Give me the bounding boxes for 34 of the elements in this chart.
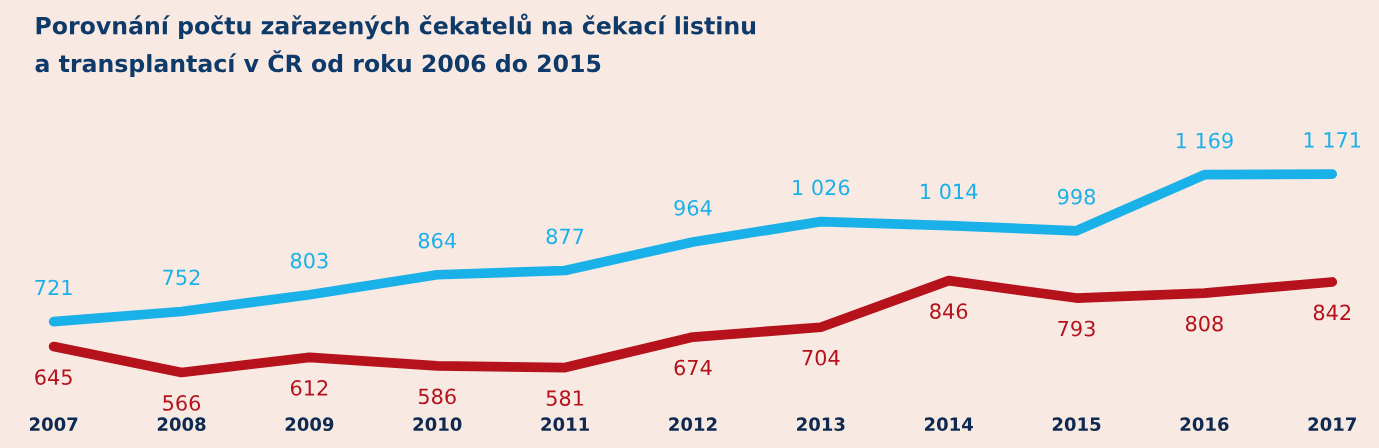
data-label: 721 xyxy=(35,279,72,296)
data-label: 1 171 xyxy=(1304,132,1361,148)
x-tick-label: 2010 xyxy=(413,417,462,431)
x-tick-label: 2008 xyxy=(157,417,206,431)
data-label: 803 xyxy=(290,252,328,269)
data-label: 793 xyxy=(1058,320,1095,337)
data-label: 1 014 xyxy=(921,183,978,200)
data-label: 808 xyxy=(1185,315,1223,332)
x-tick-label: 2016 xyxy=(1180,417,1229,431)
data-label: 645 xyxy=(35,369,72,385)
x-tick-label: 2012 xyxy=(669,417,717,431)
data-label: 612 xyxy=(290,379,328,396)
x-tick-label: 2017 xyxy=(1308,417,1356,431)
data-label: 964 xyxy=(674,199,712,216)
x-tick-label: 2013 xyxy=(797,417,845,431)
data-label: 846 xyxy=(930,303,968,320)
x-tick-label: 2009 xyxy=(285,417,334,431)
data-label: 842 xyxy=(1313,304,1351,321)
data-label: 586 xyxy=(418,388,456,405)
chart-title: Porovnání počtu zařazených čekatelů na čekací listinu a transplantací v ČR od roku 2006 do 2015 xyxy=(35,13,756,77)
data-label: 864 xyxy=(418,232,456,249)
data-label: 1 026 xyxy=(793,179,850,196)
x-tick-label: 2014 xyxy=(924,417,973,431)
data-label: 566 xyxy=(163,395,201,411)
x-tick-label: 2011 xyxy=(541,417,589,431)
data-label: 674 xyxy=(674,359,712,376)
data-label: 998 xyxy=(1057,188,1095,205)
x-tick-label: 2015 xyxy=(1052,417,1101,431)
data-label: 581 xyxy=(546,390,584,406)
x-tick-label: 2007 xyxy=(29,417,78,431)
data-label: 704 xyxy=(802,349,840,366)
data-label: 877 xyxy=(546,228,584,245)
data-label: 752 xyxy=(163,269,200,286)
data-label: 1 169 xyxy=(1176,132,1233,149)
